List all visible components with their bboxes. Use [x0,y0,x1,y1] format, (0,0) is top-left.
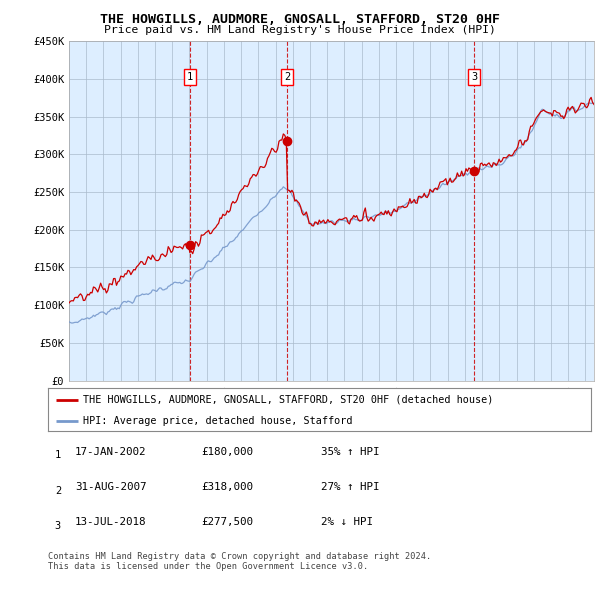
Text: £318,000: £318,000 [201,482,253,492]
Text: 35% ↑ HPI: 35% ↑ HPI [321,447,380,457]
Text: 13-JUL-2018: 13-JUL-2018 [75,517,146,527]
Text: 2: 2 [284,72,290,82]
Text: 27% ↑ HPI: 27% ↑ HPI [321,482,380,492]
Text: £180,000: £180,000 [201,447,253,457]
Text: 3: 3 [55,521,61,531]
Text: 2% ↓ HPI: 2% ↓ HPI [321,517,373,527]
Text: 31-AUG-2007: 31-AUG-2007 [75,482,146,492]
Text: 1: 1 [55,450,61,460]
Text: 2: 2 [55,486,61,496]
Text: HPI: Average price, detached house, Stafford: HPI: Average price, detached house, Staf… [83,417,353,427]
Text: 1: 1 [187,72,193,82]
Text: THE HOWGILLS, AUDMORE, GNOSALL, STAFFORD, ST20 0HF: THE HOWGILLS, AUDMORE, GNOSALL, STAFFORD… [100,13,500,26]
Text: £277,500: £277,500 [201,517,253,527]
Text: 17-JAN-2002: 17-JAN-2002 [75,447,146,457]
Text: THE HOWGILLS, AUDMORE, GNOSALL, STAFFORD, ST20 0HF (detached house): THE HOWGILLS, AUDMORE, GNOSALL, STAFFORD… [83,395,494,405]
Text: Contains HM Land Registry data © Crown copyright and database right 2024.: Contains HM Land Registry data © Crown c… [48,552,431,561]
Text: 3: 3 [471,72,478,82]
Text: Price paid vs. HM Land Registry's House Price Index (HPI): Price paid vs. HM Land Registry's House … [104,25,496,35]
Text: This data is licensed under the Open Government Licence v3.0.: This data is licensed under the Open Gov… [48,562,368,571]
